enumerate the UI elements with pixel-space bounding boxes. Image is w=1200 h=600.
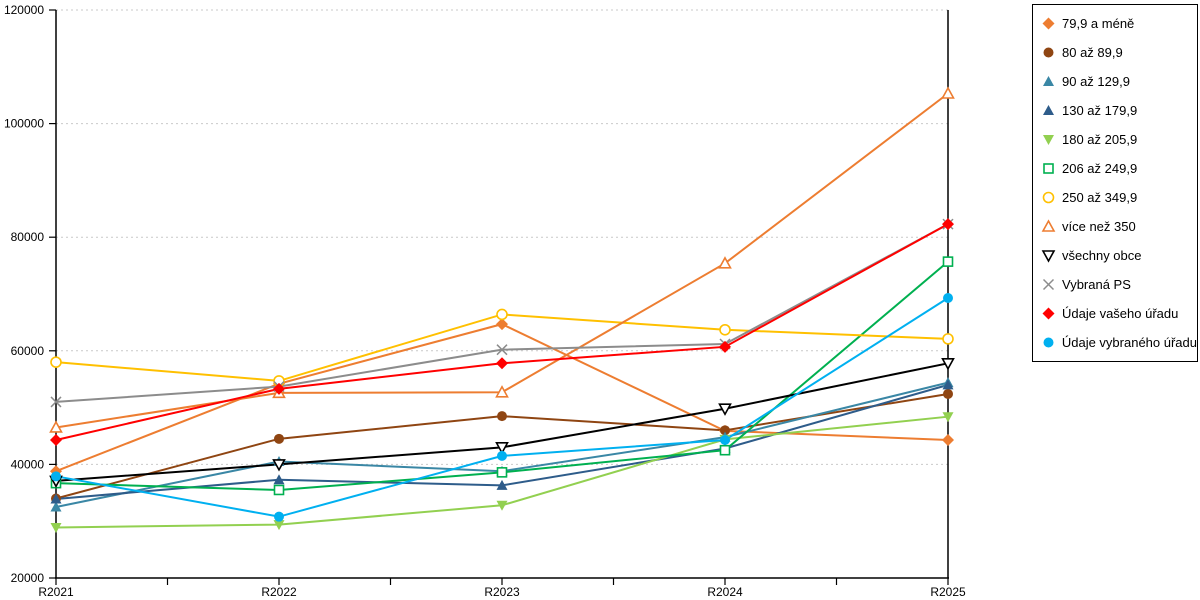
gridlines	[56, 9, 948, 465]
legend-item: 250 až 349,9	[1041, 183, 1197, 212]
series-markers	[49, 86, 955, 533]
y-axis-tick-label: 20000	[11, 571, 45, 585]
series-markers-3	[50, 379, 954, 504]
legend-item-label: Údaje vybraného úřadu	[1061, 335, 1197, 350]
x-axis-tick-label: R2021	[38, 585, 74, 599]
x-axis-tick-label: R2024	[707, 585, 743, 599]
legend-item-label: Údaje vašeho úřadu	[1062, 306, 1179, 321]
legend-item: 79,9 a méně	[1041, 9, 1197, 38]
axes: 20000 40000 60000 80000 100000 120000 R2021 R20…	[4, 3, 966, 599]
y-axis-tick-label: 80000	[11, 230, 45, 244]
circle-marker-icon	[1042, 191, 1055, 204]
triangle-down-marker-icon	[1041, 250, 1056, 263]
legend-item-label: více než 350	[1062, 219, 1136, 234]
x-axis-tick-label: R2022	[261, 585, 297, 599]
x-axis-tick-label: R2023	[484, 585, 520, 599]
series-markers-10	[50, 218, 954, 446]
legend-item: 180 až 205,9	[1041, 125, 1197, 154]
chart-canvas: 20000 40000 60000 80000 100000 120000 R2021 R20…	[4, 3, 966, 599]
circle-marker-icon	[1043, 337, 1054, 348]
legend-item-label: 130 až 179,9	[1062, 103, 1138, 118]
legend-item: více než 350	[1041, 212, 1197, 241]
x-marker-icon	[1042, 278, 1055, 291]
legend-item-label: 90 až 129,9	[1062, 74, 1130, 89]
chart-legend: 79,9 a méně 80 až 89,9 90 až 129,9 130 až 1…	[1032, 4, 1198, 362]
y-axis-tick-label: 60000	[11, 344, 45, 358]
legend-item-label: 250 až 349,9	[1062, 190, 1138, 205]
legend-item: 90 až 129,9	[1041, 67, 1197, 96]
circle-marker-icon	[1043, 47, 1054, 58]
legend-item-label: 80 až 89,9	[1062, 45, 1123, 60]
triangle-marker-icon	[1043, 105, 1054, 115]
y-axis-tick-label: 40000	[11, 457, 45, 471]
triangle-down-marker-icon	[1043, 135, 1054, 145]
legend-item: 130 až 179,9	[1041, 96, 1197, 125]
diamond-marker-icon	[1042, 307, 1055, 320]
square-marker-icon	[1043, 163, 1054, 174]
legend-item: Vybraná PS	[1041, 270, 1197, 299]
legend-item-label: všechny obce	[1062, 248, 1142, 263]
legend-item: 206 až 249,9	[1041, 154, 1197, 183]
series-line-7	[55, 92, 949, 429]
legend-item-label: Vybraná PS	[1062, 277, 1131, 292]
legend-item-label: 206 až 249,9	[1062, 161, 1138, 176]
legend-item-label: 180 až 205,9	[1062, 132, 1138, 147]
triangle-marker-icon	[1041, 219, 1056, 232]
legend-item: 80 až 89,9	[1041, 38, 1197, 67]
y-axis-tick-label: 100000	[4, 117, 44, 131]
legend-item-label: 79,9 a méně	[1062, 16, 1135, 31]
diamond-marker-icon	[1042, 17, 1055, 30]
triangle-marker-icon	[1043, 76, 1054, 86]
series-markers-11	[51, 292, 953, 522]
legend-item: všechny obce	[1041, 241, 1197, 270]
legend-item: Údaje vašeho úřadu	[1041, 299, 1197, 328]
legend-item: Údaje vybraného úřadu	[1041, 328, 1197, 357]
y-axis-tick-label: 120000	[4, 3, 44, 17]
x-axis-tick-label: R2025	[930, 585, 966, 599]
